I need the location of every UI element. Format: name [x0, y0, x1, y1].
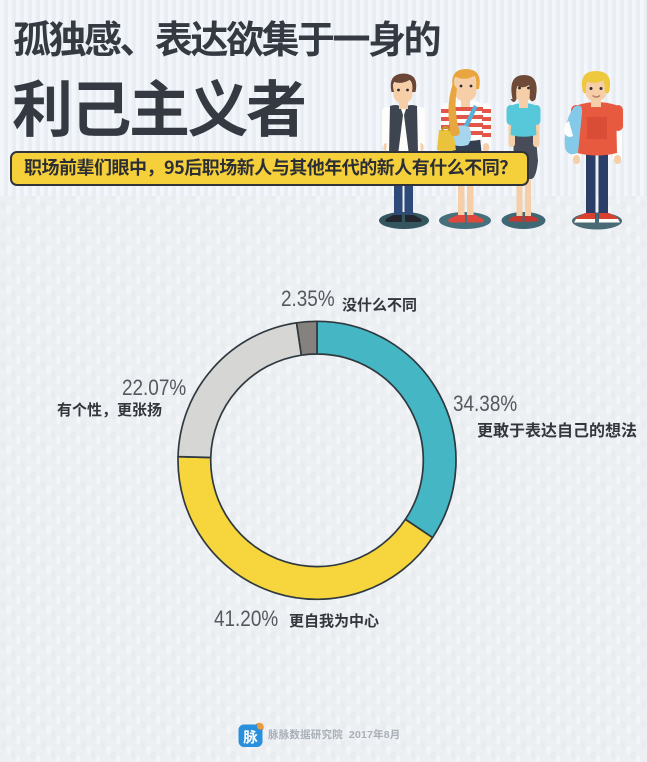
svg-text:脉: 脉 [243, 727, 258, 748]
